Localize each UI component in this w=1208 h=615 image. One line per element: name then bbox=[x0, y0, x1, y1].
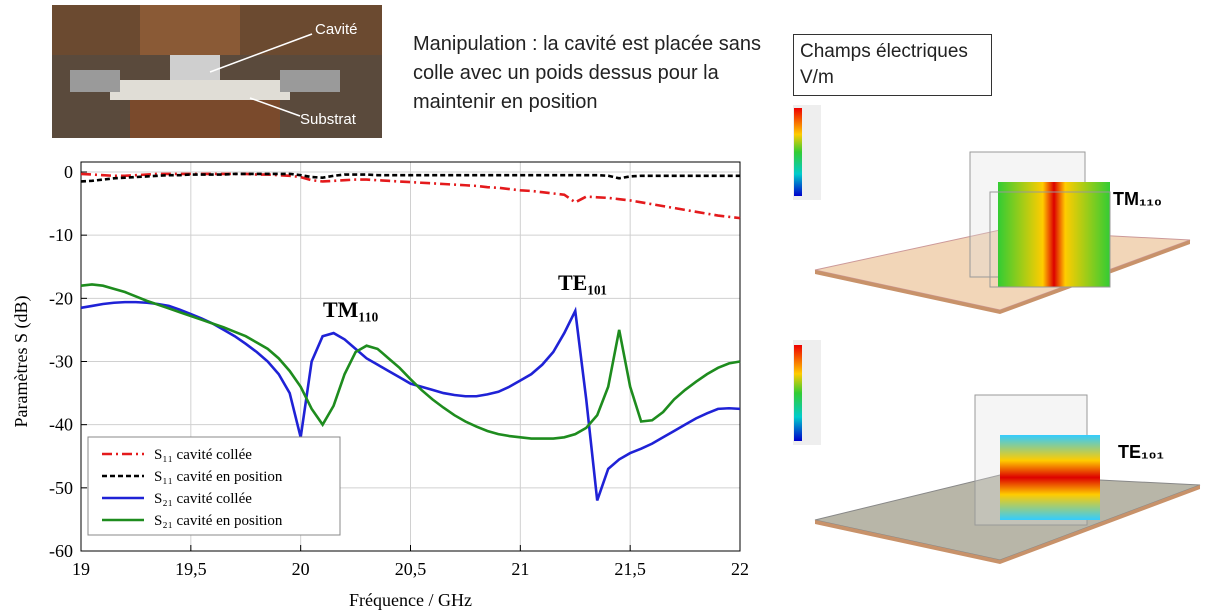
y-tick-label: -40 bbox=[49, 415, 73, 435]
plot-border bbox=[80, 161, 741, 552]
y-tick-label: -60 bbox=[49, 541, 73, 561]
x-tick-label: 20,5 bbox=[395, 559, 427, 579]
field-te bbox=[1000, 435, 1100, 520]
y-tick-label: -20 bbox=[49, 288, 73, 308]
field-title: Champs électriques V/m bbox=[793, 34, 992, 96]
caption: Manipulation : la cavité est placée sans… bbox=[413, 33, 761, 113]
x-tick-label: 21 bbox=[511, 559, 529, 579]
y-tick-label: 0 bbox=[64, 162, 73, 182]
legend-label: S₂₁ cavité collée bbox=[154, 491, 252, 507]
series-line bbox=[80, 172, 741, 220]
colorbar bbox=[794, 345, 802, 441]
field-tm bbox=[998, 182, 1110, 287]
x-axis-label: Fréquence / GHz bbox=[349, 590, 472, 610]
photo-weight bbox=[140, 5, 240, 55]
photo-arrow bbox=[249, 97, 301, 117]
photo-substrate bbox=[110, 80, 290, 100]
series-line bbox=[80, 283, 741, 440]
y-axis-label: Paramètres S (dB) bbox=[11, 296, 32, 428]
photo-base bbox=[130, 100, 280, 138]
annotation: TM₁₁₀ bbox=[323, 297, 379, 322]
legend-label: S₂₁ cavité en position bbox=[154, 513, 283, 529]
annotation: TE₁₀₁ bbox=[558, 270, 607, 295]
legend-label: S₁₁ cavité collée bbox=[154, 447, 252, 463]
mode-label: TM₁₁₀ bbox=[1113, 189, 1162, 209]
photo-label: Substrat bbox=[300, 111, 357, 128]
substrate-edge bbox=[1000, 485, 1200, 564]
substrate-edge bbox=[815, 520, 1000, 564]
x-tick-label: 22 bbox=[731, 559, 749, 579]
x-tick-label: 19 bbox=[72, 559, 90, 579]
mode-label: TE₁₀₁ bbox=[1118, 442, 1164, 462]
x-tick-label: 21,5 bbox=[614, 559, 646, 579]
series-line bbox=[80, 300, 741, 501]
series-line bbox=[80, 172, 740, 183]
photo-label: Cavité bbox=[315, 21, 358, 38]
x-tick-label: 20 bbox=[292, 559, 310, 579]
cavity-edge bbox=[989, 191, 1111, 288]
photo-connector bbox=[70, 70, 120, 92]
y-tick-label: -10 bbox=[49, 225, 73, 245]
x-tick-label: 19,5 bbox=[175, 559, 207, 579]
y-tick-label: -30 bbox=[49, 352, 73, 372]
y-tick-label: -50 bbox=[49, 478, 73, 498]
photo-arrow bbox=[209, 33, 313, 73]
substrate-edge bbox=[815, 270, 1000, 314]
legend-label: S₁₁ cavité en position bbox=[154, 469, 283, 485]
photo-connector bbox=[280, 70, 340, 92]
colorbar bbox=[794, 108, 802, 196]
